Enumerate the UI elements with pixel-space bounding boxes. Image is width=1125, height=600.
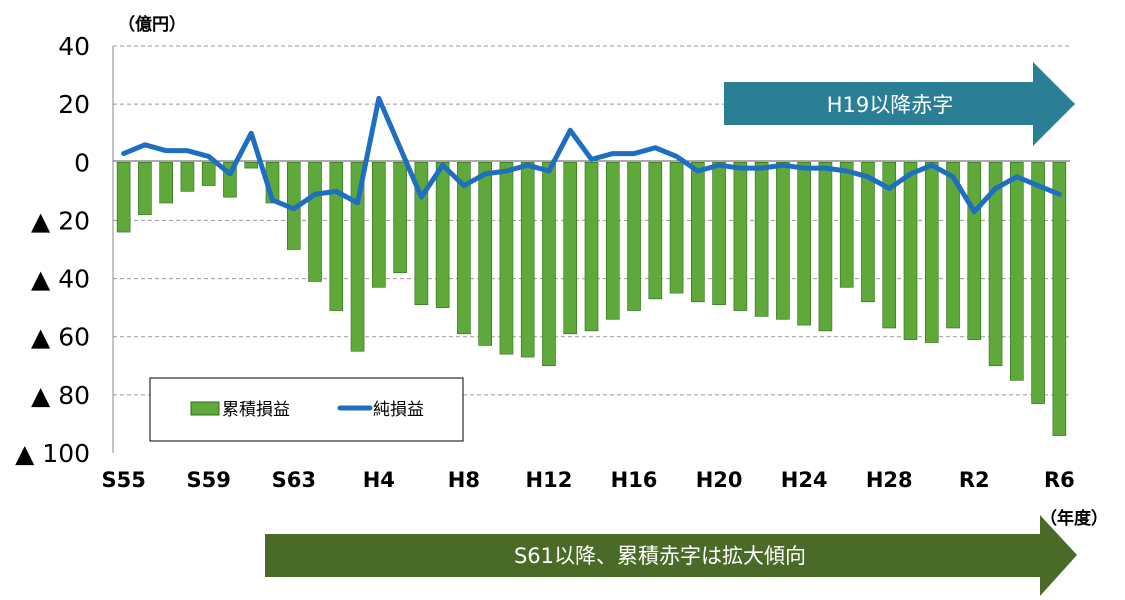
bar-H11 bbox=[520, 161, 535, 358]
x-tick-label: S63 bbox=[272, 468, 316, 492]
bar-R1 bbox=[946, 161, 960, 329]
net-profit-line bbox=[121, 95, 1062, 215]
bar-S55 bbox=[116, 161, 131, 233]
bar-H26 bbox=[839, 161, 854, 288]
green-arrow-shape bbox=[265, 515, 1077, 596]
y-tick-label: ▲ 60 bbox=[31, 323, 90, 352]
legend-bar-label: 累積損益 bbox=[222, 400, 290, 420]
y-tick-label: ▲ 80 bbox=[31, 381, 90, 410]
bar-R3 bbox=[988, 161, 1003, 367]
annotation-arrow-deficit: H19以降赤字 bbox=[724, 62, 1075, 146]
y-tick-label: 0 bbox=[74, 148, 90, 177]
x-tick-label: H20 bbox=[696, 468, 743, 492]
bar-H8 bbox=[457, 161, 471, 335]
bar-H4 bbox=[372, 161, 386, 288]
bar-H27 bbox=[861, 161, 875, 303]
bar-S61 bbox=[244, 161, 259, 169]
bar-R2 bbox=[967, 161, 982, 340]
bar-H24 bbox=[797, 161, 811, 326]
bar-H9 bbox=[478, 161, 492, 346]
y-tick-label: 40 bbox=[58, 32, 90, 61]
x-tick-label: H16 bbox=[611, 468, 658, 492]
bar-H1 bbox=[308, 161, 322, 282]
bar-H6 bbox=[414, 161, 429, 306]
bar-H30 bbox=[924, 161, 939, 343]
legend-bar-swatch bbox=[190, 401, 220, 416]
x-tick-label: R2 bbox=[959, 468, 990, 492]
bar-H28 bbox=[882, 161, 897, 329]
x-tick-label: H4 bbox=[363, 468, 395, 492]
bar-H13 bbox=[563, 161, 578, 335]
annotation-deficit-text: H19以降赤字 bbox=[827, 93, 954, 117]
bar-S59 bbox=[201, 161, 216, 186]
bar-H18 bbox=[669, 161, 684, 294]
bar-H20 bbox=[712, 161, 726, 306]
bar-H15 bbox=[605, 161, 620, 320]
bar-H7 bbox=[435, 161, 450, 308]
annotation-arrow-cumulative: S61以降、累積赤字は拡大傾向 bbox=[265, 515, 1077, 596]
x-tick-label: H8 bbox=[448, 468, 480, 492]
bar-S56 bbox=[138, 161, 152, 215]
bar-R5 bbox=[1031, 161, 1045, 404]
x-tick-label: S59 bbox=[187, 468, 231, 492]
x-tick-label: H24 bbox=[781, 468, 828, 492]
bar-H2 bbox=[329, 161, 344, 311]
x-tick-label: H28 bbox=[866, 468, 913, 492]
bar-S58 bbox=[180, 161, 195, 192]
bar-H23 bbox=[776, 161, 790, 320]
y-tick-label: ▲ 20 bbox=[31, 206, 90, 235]
y-tick-label: ▲ 100 bbox=[15, 439, 90, 468]
bar-H3 bbox=[350, 161, 365, 352]
legend: 累積損益 純損益 bbox=[149, 377, 464, 442]
y-tick-label: ▲ 40 bbox=[31, 265, 90, 294]
bar-H10 bbox=[499, 161, 514, 355]
annotation-cumulative-text: S61以降、累積赤字は拡大傾向 bbox=[514, 544, 806, 568]
bar-H12 bbox=[542, 161, 556, 367]
bar-H19 bbox=[691, 161, 705, 303]
bar-S57 bbox=[159, 161, 173, 204]
bar-H5 bbox=[393, 161, 407, 274]
y-tick-labels: 40 20 0 ▲ 20 ▲ 40 ▲ 60 ▲ 80 ▲ 100 bbox=[15, 32, 90, 468]
x-tick-label: R6 bbox=[1044, 468, 1075, 492]
x-tick-label: H12 bbox=[526, 468, 573, 492]
bar-H29 bbox=[903, 161, 918, 340]
x-tick-labels: S55 S59 S63 H4 H8 H12 H16 H20 H24 H28 R2 R6 bbox=[101, 468, 1074, 492]
teal-arrow-shape bbox=[724, 62, 1075, 146]
bar-R4 bbox=[1010, 161, 1024, 381]
y-unit-label: （億円） bbox=[118, 14, 186, 35]
legend-line-label: 純損益 bbox=[373, 400, 424, 420]
bar-H22 bbox=[754, 161, 769, 317]
bar-H14 bbox=[584, 161, 599, 332]
x-unit-label: （年度） bbox=[1040, 508, 1108, 529]
bar-H25 bbox=[818, 161, 833, 332]
bar-H17 bbox=[648, 161, 663, 300]
x-tick-label: S55 bbox=[101, 468, 145, 492]
bar-H21 bbox=[733, 161, 748, 311]
y-tick-label: 20 bbox=[58, 90, 90, 119]
bar-R6 bbox=[1052, 161, 1067, 436]
bar-H16 bbox=[627, 161, 641, 311]
